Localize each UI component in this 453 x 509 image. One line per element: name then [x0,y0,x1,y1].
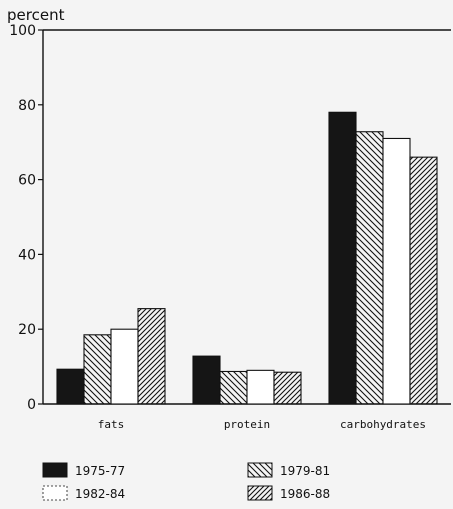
y-tick-label: 20 [18,322,36,338]
bar-protein-1986-88 [273,371,302,405]
legend-swatch [42,462,68,478]
bar-carbohydrates-1986-88 [409,156,438,405]
y-axis-label: percent [7,6,65,24]
legend-swatch [247,462,273,478]
y-tick-label: 100 [9,23,36,39]
y-tick-label: 60 [18,173,36,189]
legend-swatch [42,485,68,501]
legend-label: 1986-88 [280,487,330,501]
category-label: fats [98,418,125,431]
category-label: carbohydrates [340,418,426,431]
bar-fats-1986-88 [137,308,166,405]
legend: 1975-77 1979-81 1982-84 1986-88 [42,462,330,501]
bar-fats-1975-77 [56,368,85,405]
bar-fats-1979-81 [83,334,112,405]
plot-area: 0 20 40 60 80 100 fats protein carbohydrates [9,23,451,431]
legend-label: 1979-81 [280,464,330,478]
bar-protein-1975-77 [192,355,221,405]
bar-carbohydrates-1979-81 [355,131,384,405]
bar-fats-1982-84 [110,328,139,405]
legend-swatch [247,485,273,501]
bar-carbohydrates-1975-77 [328,111,357,405]
y-tick-label: 0 [27,397,36,413]
legend-label: 1982-84 [75,487,125,501]
legend-label: 1975-77 [75,464,125,478]
bar-carbohydrates-1982-84 [382,137,411,405]
bar-protein-1979-81 [219,370,248,405]
y-tick-label: 80 [18,98,36,114]
bar-protein-1982-84 [246,369,275,405]
category-label: protein [224,418,270,431]
y-tick-label: 40 [18,247,36,263]
